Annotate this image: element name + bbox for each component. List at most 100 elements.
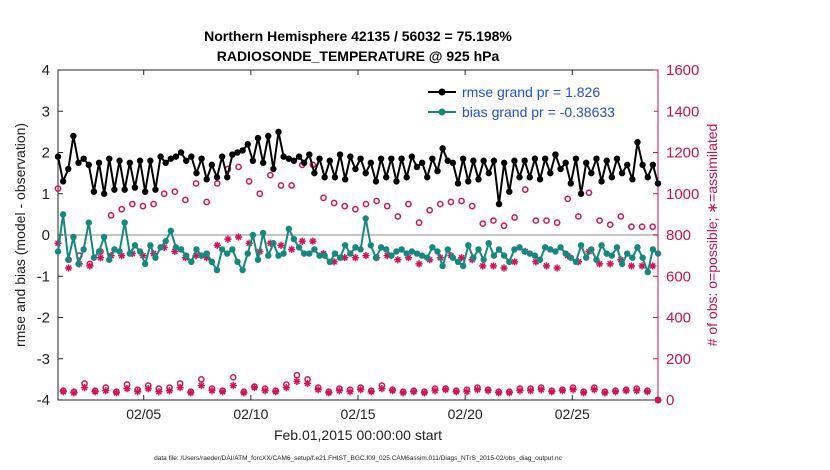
bias-point xyxy=(567,254,575,261)
rmse-point xyxy=(311,169,318,177)
rmse-point xyxy=(629,176,636,183)
bias-point xyxy=(362,215,369,222)
possible-obs-point xyxy=(288,182,295,189)
assimilated-obs-point xyxy=(367,388,375,396)
y-right-tick-label: 400 xyxy=(666,310,691,327)
bias-point xyxy=(634,244,641,251)
possible-obs-point xyxy=(267,171,274,179)
bias-point xyxy=(167,227,175,235)
rmse-point xyxy=(367,159,375,167)
bias-point xyxy=(393,248,400,255)
possible-obs-point xyxy=(649,223,657,231)
rmse-point xyxy=(413,163,421,171)
possible-obs-point xyxy=(150,200,157,208)
rmse-point xyxy=(649,161,657,169)
rmse-point xyxy=(562,159,569,167)
assimilated-obs-point xyxy=(277,241,285,249)
y-right-tick-label: 1000 xyxy=(666,186,699,203)
rmse-point xyxy=(254,134,262,142)
bias-point xyxy=(295,244,303,251)
rmse-point xyxy=(444,157,451,164)
bias-point xyxy=(65,256,72,263)
y-right-tick-label: 1400 xyxy=(666,103,699,120)
rmse-point xyxy=(475,176,482,183)
assimilated-obs-point xyxy=(489,262,497,270)
bias-point xyxy=(526,250,533,257)
possible-obs-point xyxy=(447,198,455,206)
possible-obs-point xyxy=(341,202,349,210)
possible-obs-point xyxy=(532,217,540,224)
rmse-point xyxy=(613,155,621,162)
possible-obs-point xyxy=(521,186,529,193)
bias-point xyxy=(234,258,241,266)
bias-point xyxy=(254,256,262,263)
rmse-point xyxy=(634,138,641,146)
rmse-point xyxy=(434,167,441,175)
assimilated-obs-point xyxy=(165,387,174,395)
bias-point xyxy=(418,252,426,259)
bias-point xyxy=(495,246,503,253)
possible-obs-point xyxy=(182,196,189,204)
rmse-point xyxy=(193,169,200,177)
bias-point xyxy=(644,268,651,276)
rmse-point xyxy=(198,155,205,162)
possible-obs-point xyxy=(458,197,465,205)
data-file-footnote: data file: /Users/raeder/DAI/ATM_forcXX/… xyxy=(154,455,563,462)
rmse-point xyxy=(480,157,487,164)
y-left-tick-label: -4 xyxy=(37,392,50,409)
rmse-point xyxy=(500,159,508,167)
assimilated-obs-point xyxy=(399,389,407,397)
bias-point xyxy=(429,244,436,251)
rmse-point xyxy=(495,200,503,208)
bias-point xyxy=(403,250,410,257)
bias-point xyxy=(336,254,344,261)
assimilated-obs-point xyxy=(102,387,110,395)
rmse-point xyxy=(357,155,364,162)
assimilated-obs-point xyxy=(526,387,535,395)
rmse-point xyxy=(244,141,251,148)
legend-rmse-label: rmse grand pr = 1.826 xyxy=(462,84,600,100)
bias-point xyxy=(629,254,636,261)
bias-point xyxy=(383,246,390,253)
assimilated-obs-point xyxy=(542,262,551,270)
assimilated-obs-point xyxy=(91,388,99,396)
assimilated-obs-point xyxy=(70,389,78,397)
assimilated-obs-point xyxy=(176,384,184,392)
rmse-point xyxy=(547,169,554,177)
y-left-tick-label: 4 xyxy=(42,62,50,79)
rmse-point xyxy=(183,157,190,164)
assimilated-obs-point xyxy=(219,388,227,396)
possible-obs-point xyxy=(213,180,221,187)
assimilated-obs-point xyxy=(606,260,614,268)
assimilated-obs-point xyxy=(293,377,301,386)
assimilated-obs-point xyxy=(479,262,487,270)
bias-point xyxy=(239,266,246,274)
y-left-tick-label: -3 xyxy=(37,351,50,368)
assimilated-obs-point xyxy=(553,264,561,272)
rmse-point xyxy=(59,178,67,185)
rmse-point xyxy=(54,153,62,160)
rmse-point xyxy=(408,153,416,160)
bias-point xyxy=(588,246,595,253)
rmse-point xyxy=(618,169,626,177)
assimilated-obs-point xyxy=(250,384,259,392)
assimilated-obs-point xyxy=(123,385,131,393)
rmse-point xyxy=(116,157,123,164)
assimilated-obs-point xyxy=(80,384,89,392)
rmse-point xyxy=(172,153,180,160)
assimilated-obs-point xyxy=(224,235,232,243)
y-right-tick-label: 200 xyxy=(666,351,691,368)
rmse-point xyxy=(449,159,457,167)
bias-point xyxy=(352,244,359,251)
bias-point xyxy=(577,242,585,249)
possible-obs-point xyxy=(564,195,572,203)
x-tick-label: 02/15 xyxy=(340,406,375,422)
rmse-point xyxy=(583,159,590,167)
legend-bias-label: bias grand pr = -0.38633 xyxy=(462,104,615,120)
rmse-point xyxy=(177,149,185,156)
rmse-point xyxy=(588,169,595,177)
assimilated-obs-point xyxy=(611,388,620,396)
bias-point xyxy=(536,256,544,263)
x-tick-label: 02/20 xyxy=(448,406,483,422)
